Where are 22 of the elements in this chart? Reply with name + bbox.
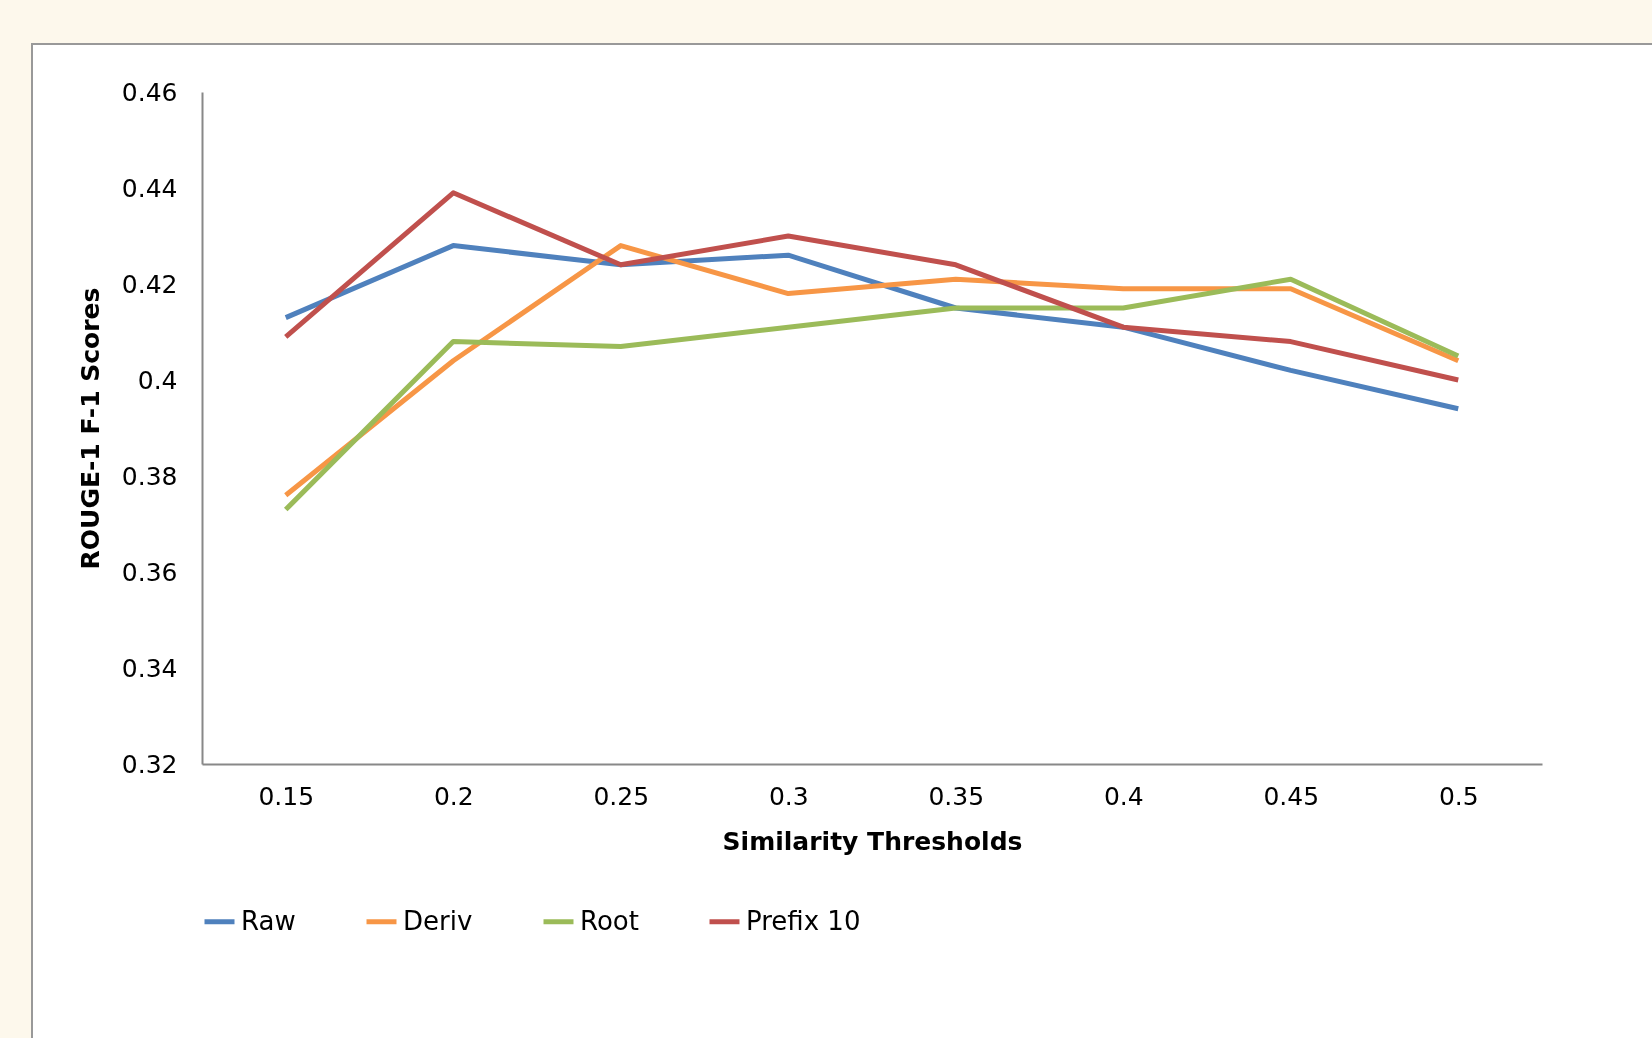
x-tick-label: 0.25 bbox=[593, 781, 650, 811]
legend-label: Raw bbox=[241, 905, 296, 936]
y-tick-label: 0.34 bbox=[121, 653, 178, 683]
x-tick-label: 0.45 bbox=[1263, 781, 1320, 811]
legend-label: Root bbox=[580, 905, 639, 936]
y-tick-label: 0.32 bbox=[121, 749, 178, 779]
legend-label: Deriv bbox=[403, 905, 473, 936]
y-tick-label: 0.42 bbox=[121, 269, 178, 299]
x-axis-title: Similarity Thresholds bbox=[722, 826, 1023, 856]
legend-label: Prefix 10 bbox=[746, 905, 861, 936]
x-tick-label: 0.5 bbox=[1438, 781, 1479, 811]
y-axis-title: ROUGE-1 F-1 Scores bbox=[75, 287, 105, 570]
x-tick-label: 0.15 bbox=[258, 781, 315, 811]
x-tick-label: 0.4 bbox=[1103, 781, 1144, 811]
y-tick-label: 0.4 bbox=[137, 365, 178, 395]
y-tick-label: 0.36 bbox=[121, 557, 178, 587]
y-tick-label: 0.38 bbox=[121, 461, 178, 491]
x-tick-label: 0.2 bbox=[433, 781, 474, 811]
y-tick-label: 0.46 bbox=[121, 77, 178, 107]
y-tick-label: 0.44 bbox=[121, 173, 178, 203]
x-tick-label: 0.3 bbox=[768, 781, 809, 811]
x-tick-label: 0.35 bbox=[928, 781, 985, 811]
